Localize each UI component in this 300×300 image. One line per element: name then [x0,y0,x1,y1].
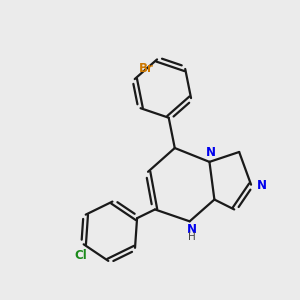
Text: N: N [257,179,267,192]
Text: Br: Br [139,62,154,75]
Text: N: N [206,146,215,159]
Text: H: H [188,232,196,242]
Text: Cl: Cl [74,249,87,262]
Text: N: N [187,223,196,236]
